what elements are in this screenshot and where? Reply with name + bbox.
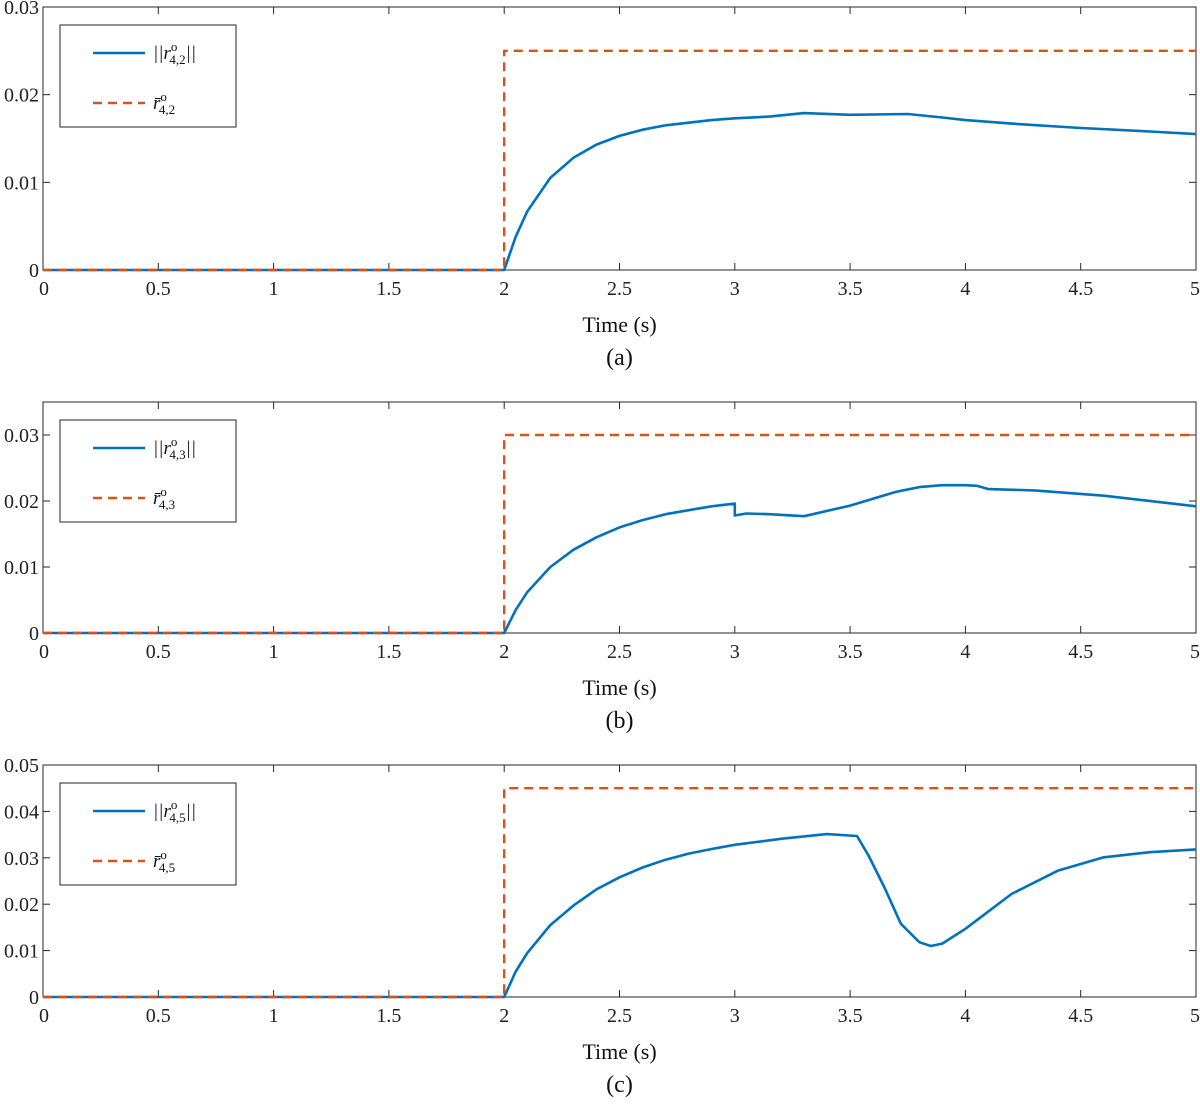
legend-symbol: r̄: [153, 93, 161, 114]
x-axis-label: Time (s): [582, 675, 656, 700]
y-tick-label: 0.04: [4, 801, 39, 823]
x-tick-label: 3.5: [838, 1005, 863, 1027]
y-tick-label: 0: [29, 260, 39, 282]
legend-subscript: 4,2: [169, 52, 185, 67]
legend-superscript: o: [160, 484, 167, 499]
y-tick-label: 0.02: [4, 85, 39, 107]
legend-subscript: 4,2: [159, 102, 175, 117]
x-tick-label: 1: [269, 1005, 279, 1027]
legend-superscript: o: [160, 847, 167, 862]
x-tick-label: 5: [1190, 278, 1200, 300]
bound-series-line: [43, 49, 1196, 272]
legend-subscript: 4,3: [169, 447, 185, 462]
x-tick-label: 2: [499, 641, 509, 663]
y-tick-label: 0.02: [4, 491, 39, 513]
legend-entry-label: ||ro 4,3||: [153, 434, 196, 462]
legend-symbol: r̄: [153, 851, 161, 872]
x-tick-label: 0.5: [146, 641, 171, 663]
norm-series-line: [43, 483, 1197, 635]
x-tick-label: 4.5: [1068, 1005, 1093, 1027]
x-tick-label: 0: [39, 278, 49, 300]
y-tick-label: 0: [29, 987, 39, 1009]
x-tick-label: 2: [499, 1005, 509, 1027]
bound-series-line: [43, 787, 1196, 999]
panel-caption: (b): [606, 708, 634, 734]
legend-superscript: o: [160, 89, 167, 104]
legend-superscript: o: [171, 39, 178, 54]
legend: ||ro 4,2||r̄o 4,2: [59, 24, 237, 128]
y-tick-label: 0.03: [4, 425, 39, 447]
x-tick-label: 5: [1190, 641, 1200, 663]
legend-subscript: 4,5: [159, 860, 175, 875]
x-tick-label: 0.5: [146, 278, 171, 300]
x-tick-label: 4: [960, 1005, 970, 1027]
x-tick-label: 2.5: [607, 1005, 632, 1027]
legend-symbol: ||r: [153, 801, 171, 822]
legend-entry-label: r̄o 4,3: [153, 484, 175, 512]
x-tick-label: 4: [960, 278, 970, 300]
legend-subscript: 4,3: [159, 497, 175, 512]
y-tick-label: 0.03: [4, 848, 39, 870]
y-tick-label: 0.01: [4, 941, 39, 963]
panel-caption: (c): [606, 1072, 633, 1098]
panel-caption: (a): [606, 345, 633, 371]
chart-panel-3: 0 0.5 1 1.5 2 2.5 3 3.5 4 4.5 5 0 0.01 0.02 0.03 0.04 0.…: [4, 755, 1200, 1098]
y-tick-label: 0.03: [4, 0, 39, 19]
x-axis-label: Time (s): [582, 1039, 656, 1064]
y-tick-label: 0.05: [4, 755, 39, 777]
x-tick-label: 0.5: [146, 1005, 171, 1027]
legend-symbol: ||r: [153, 438, 171, 459]
x-tick-label: 2.5: [607, 278, 632, 300]
legend-entry-label: ||ro 4,2||: [153, 39, 196, 67]
x-tick-label: 4: [960, 641, 970, 663]
x-tick-label: 2.5: [607, 641, 632, 663]
norm-series-line: [43, 111, 1197, 272]
legend: ||ro 4,3||r̄o 4,3: [59, 419, 237, 523]
x-tick-label: 0: [39, 641, 49, 663]
legend-box: [59, 24, 237, 128]
y-tick-label: 0.01: [4, 172, 39, 194]
x-tick-label: 3.5: [838, 641, 863, 663]
x-tick-label: 1: [269, 641, 279, 663]
x-axis-label: Time (s): [582, 312, 656, 337]
x-tick-label: 1.5: [376, 278, 401, 300]
x-tick-label: 2: [499, 278, 509, 300]
legend-norm-bars: ||: [186, 43, 196, 64]
x-tick-label: 3: [730, 278, 740, 300]
x-tick-label: 5: [1190, 1005, 1200, 1027]
legend-box: [59, 782, 237, 886]
legend-norm-bars: ||: [186, 801, 196, 822]
y-tick-label: 0: [29, 623, 39, 645]
x-tick-label: 3.5: [838, 278, 863, 300]
legend-subscript: 4,5: [169, 810, 185, 825]
legend-entry-label: r̄o 4,2: [153, 89, 175, 117]
bound-series-line: [43, 433, 1196, 635]
legend-superscript: o: [171, 797, 178, 812]
x-tick-label: 3: [730, 641, 740, 663]
y-tick-label: 0.01: [4, 557, 39, 579]
legend-norm-bars: ||: [186, 438, 196, 459]
x-tick-label: 3: [730, 1005, 740, 1027]
legend: ||ro 4,5||r̄o 4,5: [59, 782, 237, 886]
chart-panel-2: 0 0.5 1 1.5 2 2.5 3 3.5 4 4.5 5 0 0.01 0.02 0.03 Time (…: [4, 401, 1200, 734]
x-tick-label: 4.5: [1068, 641, 1093, 663]
legend-entry-label: r̄o 4,5: [153, 847, 175, 875]
x-tick-label: 0: [39, 1005, 49, 1027]
legend-symbol: r̄: [153, 488, 161, 509]
legend-symbol: ||r: [153, 43, 171, 64]
legend-entry-label: ||ro 4,5||: [153, 797, 196, 825]
chart-panel-1: 0 0.5 1 1.5 2 2.5 3 3.5 4 4.5 5 0 0.01 0.02 0.03 Time (…: [4, 0, 1200, 371]
x-tick-label: 4.5: [1068, 278, 1093, 300]
x-tick-label: 1: [269, 278, 279, 300]
legend-box: [59, 419, 237, 523]
x-tick-label: 1.5: [376, 1005, 401, 1027]
y-tick-label: 0.02: [4, 894, 39, 916]
norm-series-line: [43, 832, 1197, 999]
legend-superscript: o: [171, 434, 178, 449]
x-tick-label: 1.5: [376, 641, 401, 663]
